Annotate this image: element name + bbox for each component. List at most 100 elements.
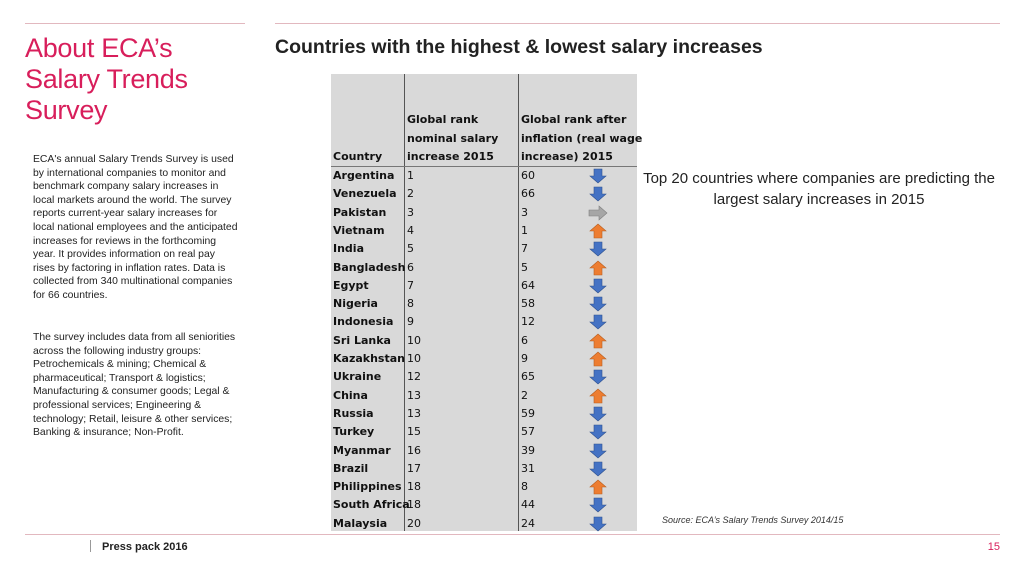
nominal-rank: 8 bbox=[407, 297, 414, 311]
table-row: Philippines 18 8 bbox=[331, 478, 637, 496]
table-row: Ukraine 12 65 bbox=[331, 368, 637, 386]
table-row: Pakistan 3 3 bbox=[331, 204, 637, 222]
arrow-up-icon bbox=[588, 260, 608, 276]
table-row: Kazakhstan 10 9 bbox=[331, 350, 637, 368]
sidebar-title-line: Salary Trends bbox=[25, 64, 188, 94]
table-row: Myanmar 16 39 bbox=[331, 442, 637, 460]
source-note: Source: ECA’s Salary Trends Survey 2014/… bbox=[662, 515, 844, 525]
footer-rule bbox=[25, 534, 1000, 535]
real-rank: 24 bbox=[521, 516, 535, 530]
table-row: Turkey 15 57 bbox=[331, 423, 637, 441]
column-divider bbox=[404, 74, 405, 531]
country-name: Argentina bbox=[333, 169, 395, 182]
table-row: Venezuela 2 66 bbox=[331, 185, 637, 203]
table-row: Brazil 17 31 bbox=[331, 460, 637, 478]
country-name: Venezuela bbox=[333, 187, 397, 201]
nominal-rank: 15 bbox=[407, 425, 421, 439]
country-name: Turkey bbox=[333, 425, 375, 439]
arrow-down-icon bbox=[588, 406, 608, 422]
sidebar-title: About ECA’s Salary Trends Survey bbox=[25, 33, 245, 126]
real-rank: 12 bbox=[521, 315, 535, 329]
real-rank: 57 bbox=[521, 425, 535, 439]
arrow-up-icon bbox=[588, 223, 608, 239]
country-name: Philippines bbox=[333, 480, 402, 494]
header-line: Global rank after bbox=[521, 113, 627, 126]
real-rank: 44 bbox=[521, 498, 535, 512]
table-row: Indonesia 9 12 bbox=[331, 313, 637, 331]
real-rank: 3 bbox=[521, 205, 528, 219]
country-name: Vietnam bbox=[333, 223, 385, 237]
real-rank: 59 bbox=[521, 406, 535, 420]
arrow-down-icon bbox=[588, 424, 608, 440]
country-name: Pakistan bbox=[333, 205, 387, 219]
real-rank: 65 bbox=[521, 370, 535, 384]
arrow-down-icon bbox=[588, 443, 608, 459]
arrow-down-icon bbox=[588, 497, 608, 513]
real-rank: 58 bbox=[521, 297, 535, 311]
nominal-rank: 7 bbox=[407, 278, 414, 292]
header-real-rank: Global rank after inflation (real wage i… bbox=[521, 111, 642, 167]
arrow-down-icon bbox=[588, 278, 608, 294]
country-name: Nigeria bbox=[333, 297, 378, 311]
nominal-rank: 16 bbox=[407, 443, 421, 457]
header-nominal-rank: Global rank nominal salary increase 2015 bbox=[407, 111, 517, 167]
header-line: Global rank bbox=[407, 113, 479, 126]
header-line: increase 2015 bbox=[407, 150, 494, 163]
arrow-up-icon bbox=[588, 388, 608, 404]
table-row: Bangladesh 6 5 bbox=[331, 259, 637, 277]
table-row: India 5 7 bbox=[331, 240, 637, 258]
table-row: Argentina 1 60 bbox=[331, 167, 637, 185]
nominal-rank: 1 bbox=[407, 169, 414, 182]
arrow-down-icon bbox=[588, 461, 608, 477]
column-divider bbox=[518, 74, 519, 531]
header-line: increase) 2015 bbox=[521, 150, 613, 163]
table-row: South Africa 18 44 bbox=[331, 496, 637, 514]
country-name: Sri Lanka bbox=[333, 333, 391, 347]
real-rank: 7 bbox=[521, 242, 528, 256]
country-name: Egypt bbox=[333, 278, 369, 292]
nominal-rank: 9 bbox=[407, 315, 414, 329]
real-rank: 5 bbox=[521, 260, 528, 274]
top-rule-left bbox=[25, 23, 245, 24]
page-number: 15 bbox=[987, 541, 1000, 553]
industry-groups-description: The survey includes data from all senior… bbox=[33, 332, 236, 439]
arrow-up-icon bbox=[588, 351, 608, 367]
table-caption: Top 20 countries where companies are pre… bbox=[643, 170, 995, 208]
country-name: Ukraine bbox=[333, 370, 382, 384]
real-rank: 1 bbox=[521, 223, 528, 237]
country-name: Brazil bbox=[333, 461, 369, 475]
country-name: Russia bbox=[333, 406, 374, 420]
arrow-down-icon bbox=[588, 516, 608, 532]
real-rank: 66 bbox=[521, 187, 535, 201]
table-row: Russia 13 59 bbox=[331, 405, 637, 423]
arrow-down-icon bbox=[588, 314, 608, 330]
real-rank: 64 bbox=[521, 278, 535, 292]
table-row: Vietnam 4 1 bbox=[331, 222, 637, 240]
header-country: Country bbox=[333, 150, 383, 163]
nominal-rank: 10 bbox=[407, 333, 421, 347]
nominal-rank: 13 bbox=[407, 388, 421, 402]
real-rank: 2 bbox=[521, 388, 528, 402]
table-row: Nigeria 8 58 bbox=[331, 295, 637, 313]
header-divider bbox=[331, 166, 637, 167]
country-name: China bbox=[333, 388, 368, 402]
arrow-down-icon bbox=[588, 168, 608, 184]
sidebar-title-line: About ECA’s bbox=[25, 33, 173, 63]
nominal-rank: 17 bbox=[407, 461, 421, 475]
top-rule-right bbox=[275, 23, 1000, 24]
salary-rank-table: Country Global rank nominal salary incre… bbox=[331, 74, 642, 533]
footer-separator bbox=[90, 540, 91, 552]
country-name: Kazakhstan bbox=[333, 352, 405, 365]
table-row: Malaysia 20 24 bbox=[331, 515, 637, 533]
nominal-rank: 3 bbox=[407, 205, 414, 219]
nominal-rank: 10 bbox=[407, 352, 421, 365]
arrow-down-icon bbox=[588, 241, 608, 257]
page-heading: Countries with the highest & lowest sala… bbox=[275, 36, 763, 58]
nominal-rank: 20 bbox=[407, 516, 421, 530]
nominal-rank: 18 bbox=[407, 480, 421, 494]
real-rank: 8 bbox=[521, 480, 528, 494]
nominal-rank: 4 bbox=[407, 223, 414, 237]
table-row: Egypt 7 64 bbox=[331, 277, 637, 295]
nominal-rank: 6 bbox=[407, 260, 414, 274]
table-row: Sri Lanka 10 6 bbox=[331, 332, 637, 350]
